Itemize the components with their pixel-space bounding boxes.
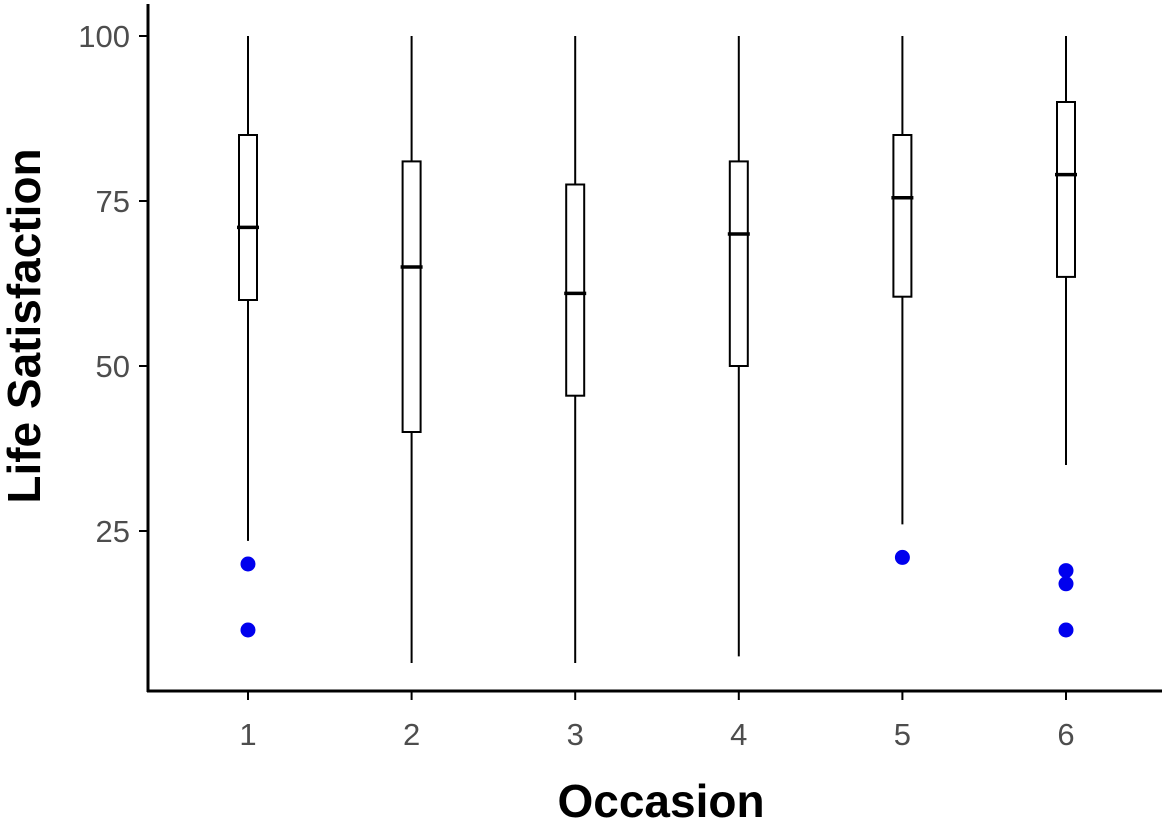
y-tick-label: 25: [96, 514, 130, 549]
box-group-4: [727, 36, 750, 657]
outlier-point: [1058, 622, 1074, 638]
box-group-5: [891, 36, 914, 565]
x-axis-title: Occasion: [557, 775, 764, 822]
outlier-point: [1058, 576, 1074, 592]
box-group-1: [237, 36, 259, 638]
x-tick-label: 1: [239, 717, 256, 752]
x-tick-label: 6: [1057, 717, 1074, 752]
iqr-box: [1056, 101, 1076, 278]
y-tick-label: 50: [96, 349, 130, 384]
box-group-2: [400, 36, 423, 663]
x-tick-label: 2: [403, 717, 420, 752]
iqr-box: [892, 134, 913, 298]
outlier-point: [240, 556, 256, 572]
axes: [146, 4, 1162, 693]
box-group-6: [1055, 36, 1077, 638]
iqr-box: [565, 183, 586, 397]
x-tick-label: 3: [567, 717, 584, 752]
y-axis-title: Life Satisfaction: [0, 148, 50, 503]
outlier-point: [894, 549, 910, 565]
iqr-box: [728, 160, 749, 367]
boxes: [237, 36, 1077, 663]
y-ticks: 25 50 75 100: [78, 19, 148, 549]
x-tick-label: 4: [730, 717, 747, 752]
iqr-box: [238, 134, 258, 301]
outlier-point: [240, 622, 256, 638]
x-ticks: 1 2 3 4 5 6: [239, 691, 1075, 752]
x-tick-label: 5: [894, 717, 911, 752]
y-tick-label: 75: [96, 184, 130, 219]
iqr-box: [401, 160, 422, 433]
y-tick-label: 100: [78, 19, 130, 54]
box-group-3: [564, 36, 587, 663]
outlier-point: [1058, 563, 1074, 579]
